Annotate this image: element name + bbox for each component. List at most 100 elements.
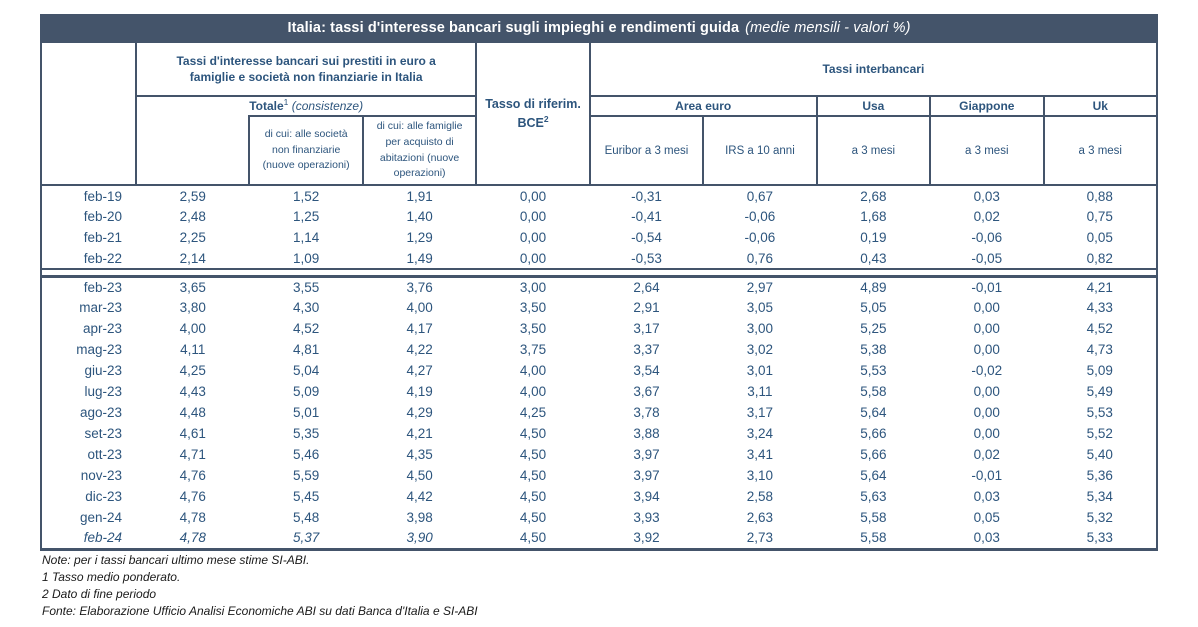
cell-value: 4,61 [179,426,206,441]
cell-value: 4,00 [179,321,206,336]
cell-value: 5,05 [860,300,887,315]
table-body-monthly: feb-23 3,65 3,55 3,76 3,00 2,64 2,97 4,89 -0,01 4… [40,276,1158,551]
table-row: mag-23 4,11 4,81 4,22 3,75 3,37 3,02 5,38 0,00 4,… [40,339,1158,360]
cell-value: 4,50 [519,510,547,525]
cell-value: -0,02 [971,363,1003,378]
header-subcol-famiglie: di cui: alle famiglie per acquisto di ab… [361,115,478,186]
cell-value: 5,63 [860,489,887,504]
cell-value: 4,52 [293,321,320,336]
table-row: apr-23 4,00 4,52 4,17 3,50 3,17 3,00 5,25 0,00 4,… [40,318,1158,339]
cell-value: 5,59 [293,468,320,483]
row-label: feb-19 [40,185,136,206]
cell-value: 4,78 [136,528,250,551]
cell-value: 1,09 [293,250,320,266]
table-header: Tassi d'interesse bancari sui prestiti i… [40,41,1159,186]
cell-value: 0,05 [973,510,1000,525]
cell-value: 0,00 [519,250,547,266]
cell-value: 4,50 [476,528,590,551]
cell-value: 2,64 [633,279,660,295]
cell-value: 5,64 [860,468,887,483]
cell-value: 3,02 [746,342,774,357]
table-row: nov-23 4,76 5,59 4,50 4,50 3,97 3,10 5,64 -0,01 5… [40,465,1158,486]
row-label: set-23 [40,423,136,444]
row-label: ott-23 [40,444,136,465]
cell-value: 5,53 [860,363,887,378]
cell-value: 5,36 [1043,465,1158,486]
cell-value: 4,11 [180,342,206,357]
cell-value: 5,66 [860,447,887,462]
cell-value: -0,01 [971,279,1003,295]
table-row: dic-23 4,76 5,45 4,42 4,50 3,94 2,58 5,63 0,03 5,… [40,486,1158,507]
cell-value: 3,75 [519,342,547,357]
cell-value: 4,25 [519,405,547,420]
cell-value: 3,90 [362,528,477,551]
rates-table: Tassi d'interesse bancari sui prestiti i… [40,41,1159,551]
row-label: apr-23 [40,318,136,339]
cell-value: 0,00 [973,405,1000,420]
cell-value: 3,65 [179,279,206,295]
table-row: feb-20 2,48 1,25 1,40 0,00 -0,41 -0,06 1,68 0,02… [40,206,1158,227]
cell-value: 2,73 [703,528,817,551]
cell-value: 1,29 [406,230,433,245]
cell-value: 5,37 [249,528,363,551]
cell-value: 2,68 [860,188,887,204]
cell-value: 4,71 [179,447,206,462]
cell-value: 2,48 [179,209,206,224]
cell-value: 3,11 [747,384,773,399]
cell-value: 0,00 [973,342,1000,357]
header-subcol-societa: di cui: alle società non finanziarie (nu… [248,115,364,186]
cell-value: 1,91 [406,188,433,204]
table-row: feb-21 2,25 1,14 1,29 0,00 -0,54 -0,06 0,19 -0,0… [40,227,1158,248]
cell-value: 0,88 [1043,185,1158,206]
row-label: dic-23 [40,486,136,507]
cell-value: 3,55 [293,279,320,295]
cell-value: 4,43 [179,384,206,399]
cell-value: 5,09 [293,384,320,399]
cell-value: 0,02 [973,447,1000,462]
cell-value: 5,58 [816,528,931,551]
totale-label: Totale [249,99,284,113]
table-body-annual: feb-19 2,59 1,52 1,91 0,00 -0,31 0,67 2,68 0,03 0… [40,185,1158,269]
cell-value: 3,93 [633,510,660,525]
header-irs-10y: IRS a 10 anni [702,115,818,186]
cell-value: 4,21 [1043,276,1158,297]
cell-value: -0,05 [971,250,1003,266]
cell-value: 5,49 [1043,381,1158,402]
table-row: gen-24 4,78 5,48 3,98 4,50 3,93 2,63 5,58 0,05 5,… [40,507,1158,528]
header-bank-rates-group: Tassi d'interesse bancari sui prestiti i… [134,41,478,97]
cell-value: 4,22 [406,342,433,357]
table-title: Italia: tassi d'interesse bancari sugli … [287,19,740,36]
cell-value: 3,37 [633,342,660,357]
cell-value: -0,01 [971,468,1003,483]
cell-value: 5,66 [860,426,887,441]
cell-value: 2,97 [746,279,774,295]
cell-value: 3,17 [633,321,660,336]
cell-value: 5,52 [1043,423,1158,444]
cell-value: 5,25 [860,321,887,336]
cell-value: 4,89 [860,279,887,295]
cell-value: 0,76 [746,250,774,266]
cell-value: 4,50 [406,468,433,483]
header-usa: Usa [815,95,932,117]
cell-value: 3,76 [406,279,433,295]
cell-value: 3,67 [633,384,660,399]
cell-value: 5,40 [1043,444,1158,465]
cell-value: 4,30 [293,300,320,315]
cell-value: 2,25 [179,230,206,245]
header-giappone-3m: a 3 mesi [929,115,1045,186]
cell-value: 3,50 [519,300,547,315]
header-totale: Totale1 (consistenze) [134,95,478,116]
corner-cell [40,41,137,186]
cell-value: -0,06 [744,209,776,224]
cell-value: 0,82 [1043,248,1158,269]
cell-value: 5,01 [293,405,320,420]
cell-value: 1,14 [293,230,320,245]
cell-value: 4,73 [1043,339,1158,360]
cell-value: 4,27 [406,363,433,378]
block-divider-row [40,268,1158,278]
cell-value: 0,00 [519,188,547,204]
table-row: mar-23 3,80 4,30 4,00 3,50 2,91 3,05 5,05 0,00 4,… [40,297,1158,318]
cell-value: 0,00 [973,300,1000,315]
cell-value: 4,21 [406,426,433,441]
